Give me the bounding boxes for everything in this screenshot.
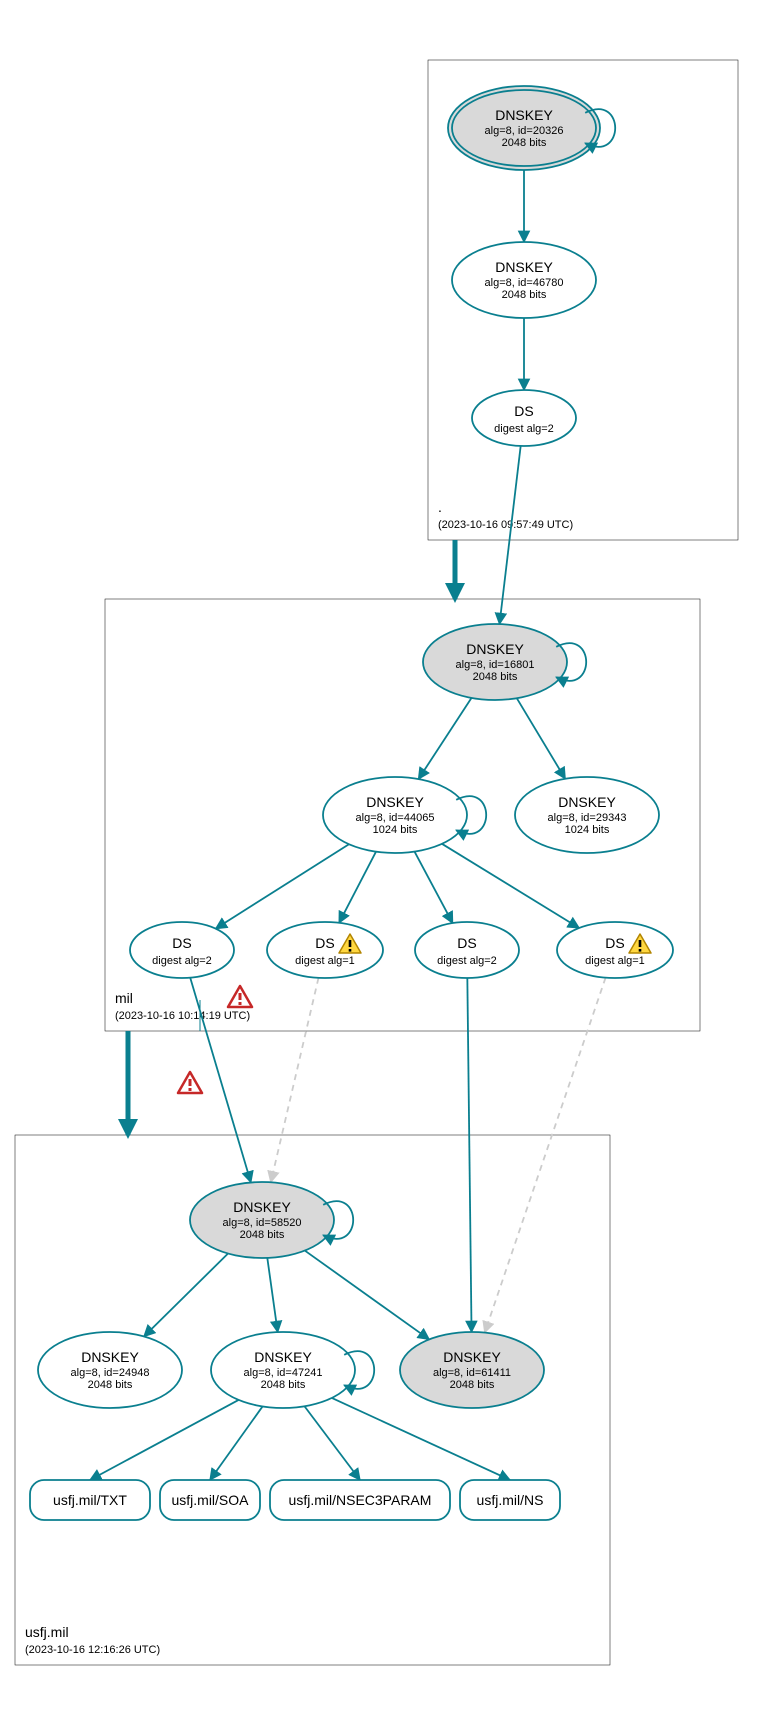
zone-label-root: . — [438, 499, 442, 515]
zone-label-usfj: usfj.mil — [25, 1624, 69, 1640]
node-title: DNSKEY — [443, 1349, 501, 1365]
node-title: DS — [605, 935, 624, 951]
edge — [339, 852, 376, 923]
node-title: DNSKEY — [466, 641, 524, 657]
rr-label: usfj.mil/TXT — [53, 1492, 127, 1508]
node-sub2: 2048 bits — [450, 1379, 495, 1391]
node-title: DNSKEY — [233, 1199, 291, 1215]
node-sub1: alg=8, id=44065 — [356, 812, 435, 824]
node-title: DS — [172, 935, 191, 951]
zone-timestamp-mil: (2023-10-16 10:14:19 UTC) — [115, 1010, 250, 1022]
node-sub2: 2048 bits — [261, 1379, 306, 1391]
node-title: DNSKEY — [81, 1349, 139, 1365]
rr-label: usfj.mil/NSEC3PARAM — [289, 1492, 432, 1508]
node-title: DS — [457, 935, 476, 951]
node-sub1: alg=8, id=58520 — [223, 1217, 302, 1229]
edge — [442, 844, 579, 928]
edge — [517, 698, 565, 779]
node-title: DNSKEY — [495, 259, 553, 275]
node-title: DS — [514, 403, 533, 419]
edge — [190, 978, 251, 1183]
node-title: DNSKEY — [558, 794, 616, 810]
node-sub1: alg=8, id=20326 — [485, 125, 564, 137]
node-sub1: digest alg=1 — [295, 955, 355, 967]
edge — [418, 698, 471, 779]
rr-label: usfj.mil/NS — [477, 1492, 544, 1508]
node-sub2: 2048 bits — [502, 137, 547, 149]
node-sub2: 2048 bits — [502, 289, 547, 301]
node-sub1: digest alg=2 — [437, 955, 497, 967]
node-sub1: digest alg=2 — [152, 955, 212, 967]
node-sub2: 1024 bits — [565, 824, 610, 836]
edge — [267, 1258, 277, 1332]
node-sub2: 2048 bits — [473, 671, 518, 683]
node-sub1: alg=8, id=46780 — [485, 277, 564, 289]
error-icon — [178, 1072, 202, 1093]
node-sub1: digest alg=2 — [494, 423, 554, 435]
edge — [332, 1398, 510, 1480]
edge — [210, 1406, 263, 1480]
node-sub1: alg=8, id=24948 — [71, 1367, 150, 1379]
node-sub1: digest alg=1 — [585, 955, 645, 967]
edge — [144, 1254, 228, 1337]
node-title: DNSKEY — [495, 107, 553, 123]
error-icon — [228, 986, 252, 1007]
zone-timestamp-root: (2023-10-16 09:57:49 UTC) — [438, 519, 573, 531]
edge — [500, 446, 521, 624]
node-title: DS — [315, 935, 334, 951]
node-sub1: alg=8, id=61411 — [433, 1367, 511, 1379]
edge — [305, 1251, 429, 1340]
node-sub2: 2048 bits — [88, 1379, 133, 1391]
edge — [90, 1400, 239, 1480]
edge — [271, 978, 319, 1182]
edge — [304, 1406, 360, 1480]
zone-label-mil: mil — [115, 990, 133, 1006]
zone-timestamp-usfj: (2023-10-16 12:16:26 UTC) — [25, 1644, 160, 1656]
edge — [216, 844, 349, 928]
node-title: DNSKEY — [366, 794, 424, 810]
rr-label: usfj.mil/SOA — [171, 1492, 249, 1508]
node-sub2: 1024 bits — [373, 824, 418, 836]
node-sub1: alg=8, id=29343 — [548, 812, 627, 824]
node-title: DNSKEY — [254, 1349, 312, 1365]
node-sub2: 2048 bits — [240, 1229, 285, 1241]
edge — [415, 852, 453, 924]
node-sub1: alg=8, id=16801 — [456, 659, 535, 671]
node-sub1: alg=8, id=47241 — [244, 1367, 323, 1379]
